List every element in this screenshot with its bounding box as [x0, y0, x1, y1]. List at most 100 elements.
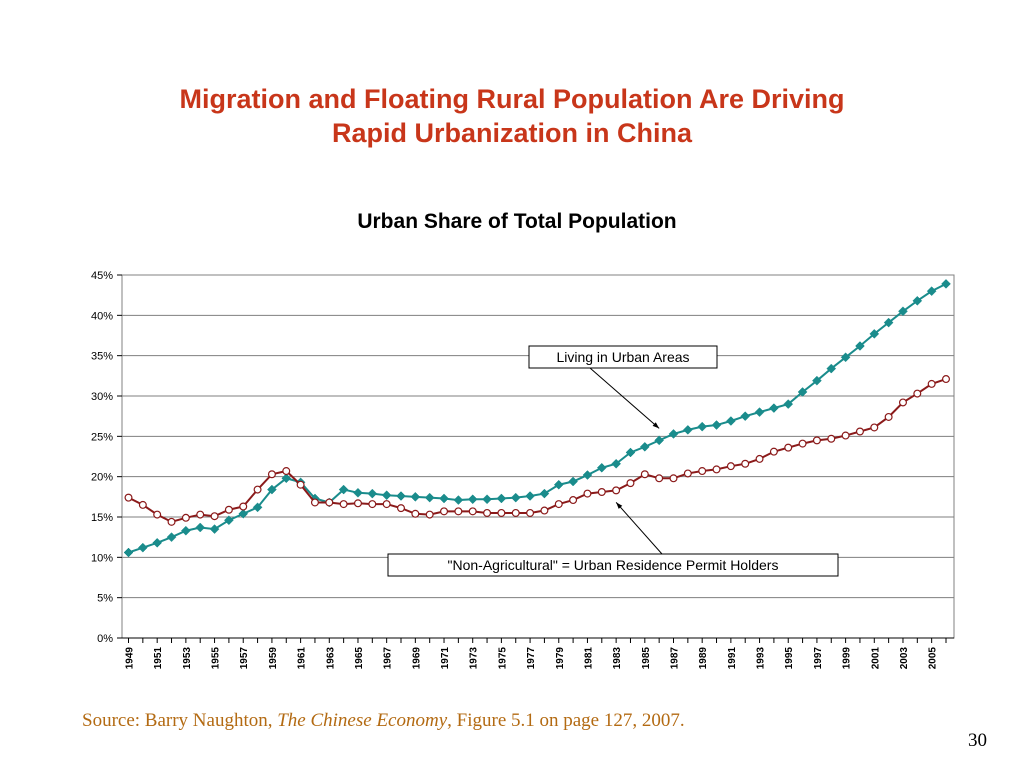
source-book-title: The Chinese Economy: [277, 710, 448, 731]
data-point-diamond: [869, 329, 880, 339]
data-point-circle: [483, 508, 492, 517]
x-tick-label: 1951: [153, 647, 164, 670]
data-point-diamond: [926, 286, 937, 296]
data-point-diamond: [855, 341, 865, 351]
data-point-circle: [554, 500, 563, 509]
x-tick-label: 1983: [612, 647, 623, 670]
x-tick-label: 1957: [239, 647, 250, 670]
data-point-diamond: [754, 407, 765, 417]
x-tick-label: 1959: [268, 647, 279, 670]
annotation-label: "Non-Agricultural" = Urban Residence Per…: [448, 557, 779, 573]
data-point-diamond: [510, 492, 521, 503]
x-tick-label: 1991: [727, 647, 738, 670]
data-point-circle: [583, 489, 592, 498]
data-point-circle: [239, 502, 248, 511]
x-tick-label: 2005: [928, 647, 939, 670]
x-tick-label: 1967: [383, 647, 394, 670]
data-point-diamond: [496, 493, 507, 504]
data-point-circle: [927, 379, 936, 388]
data-point-circle: [669, 474, 678, 483]
y-tick-label: 0%: [97, 633, 113, 645]
data-point-circle: [181, 513, 190, 522]
data-point-diamond: [582, 470, 593, 480]
data-point-circle: [769, 447, 778, 456]
data-point-diamond: [209, 524, 220, 534]
data-point-circle: [138, 500, 147, 509]
data-point-diamond: [797, 387, 808, 397]
x-tick-label: 1953: [182, 647, 193, 670]
y-tick-label: 45%: [91, 270, 113, 282]
data-point-circle: [296, 480, 305, 489]
y-tick-label: 5%: [97, 593, 113, 605]
data-point-circle: [382, 500, 391, 509]
x-tick-label: 1993: [756, 647, 767, 670]
data-point-circle: [511, 508, 520, 517]
data-point-circle: [655, 474, 664, 483]
data-point-diamond: [596, 462, 607, 473]
data-point-circle: [698, 467, 707, 476]
data-point-circle: [425, 510, 434, 519]
x-tick-label: 1997: [813, 647, 824, 670]
data-point-diamond: [826, 363, 837, 374]
y-tick-label: 25%: [91, 431, 113, 443]
data-point-circle: [812, 436, 821, 445]
data-point-diamond: [439, 493, 449, 504]
data-point-circle: [841, 431, 850, 440]
plot-area: [121, 274, 955, 639]
slide-title-line-2: Rapid Urbanization in China: [331, 118, 692, 148]
data-point-circle: [397, 504, 406, 513]
x-tick-label: 1969: [411, 647, 422, 670]
x-tick-label: 1961: [297, 647, 308, 670]
source-suffix: , Figure 5.1 on page 127, 2007.: [447, 710, 685, 731]
data-point-diamond: [424, 492, 435, 503]
data-point-circle: [353, 499, 362, 508]
data-point-circle: [267, 470, 276, 479]
x-tick-label: 1949: [125, 647, 136, 670]
data-point-diamond: [883, 317, 894, 328]
data-point-circle: [167, 517, 176, 526]
data-point-diamond: [682, 425, 693, 435]
data-point-diamond: [252, 502, 263, 513]
data-point-circle: [468, 507, 477, 516]
x-tick-label: 1985: [641, 647, 652, 670]
x-tick-label: 1979: [555, 647, 566, 670]
data-point-diamond: [267, 484, 277, 495]
data-point-circle: [526, 508, 535, 517]
data-point-diamond: [238, 508, 249, 519]
data-point-diamond: [912, 295, 923, 306]
data-point-circle: [941, 375, 950, 384]
data-point-diamond: [769, 403, 779, 413]
data-point-circle: [368, 500, 377, 509]
x-tick-label: 1973: [469, 647, 480, 670]
x-tick-label: 1965: [354, 647, 365, 670]
data-point-diamond: [123, 547, 134, 558]
data-point-diamond: [654, 435, 665, 446]
data-point-diamond: [697, 421, 708, 432]
data-point-diamond: [353, 487, 363, 498]
data-point-diamond: [568, 476, 578, 487]
data-point-circle: [196, 510, 205, 519]
data-point-circle: [282, 467, 291, 476]
x-tick-label: 2003: [899, 647, 910, 670]
data-point-circle: [253, 485, 262, 494]
data-point-circle: [597, 487, 606, 496]
data-point-diamond: [898, 306, 908, 317]
urban-share-chart: 0% 5% 10% 15% 20% 25% 30% 35% 40% 45% 1949 1951 1953…: [91, 270, 955, 670]
data-point-circle: [626, 479, 635, 488]
data-point-diamond: [625, 447, 636, 458]
annotation-arrowhead: [652, 422, 660, 429]
annotation-label: Living in Urban Areas: [556, 349, 689, 365]
x-tick-label: 1963: [325, 647, 336, 670]
data-point-circle: [640, 470, 649, 479]
data-point-circle: [755, 454, 764, 463]
page-number: 30: [968, 730, 987, 751]
data-point-diamond: [224, 515, 234, 526]
data-point-diamond: [812, 375, 822, 386]
series-line-1: [128, 282, 947, 554]
data-point-diamond: [367, 488, 378, 499]
data-point-circle: [497, 508, 506, 517]
data-point-circle: [569, 496, 578, 505]
data-point-circle: [612, 486, 621, 495]
annotation-leader-line: [589, 367, 660, 429]
y-tick-label: 20%: [91, 472, 113, 484]
